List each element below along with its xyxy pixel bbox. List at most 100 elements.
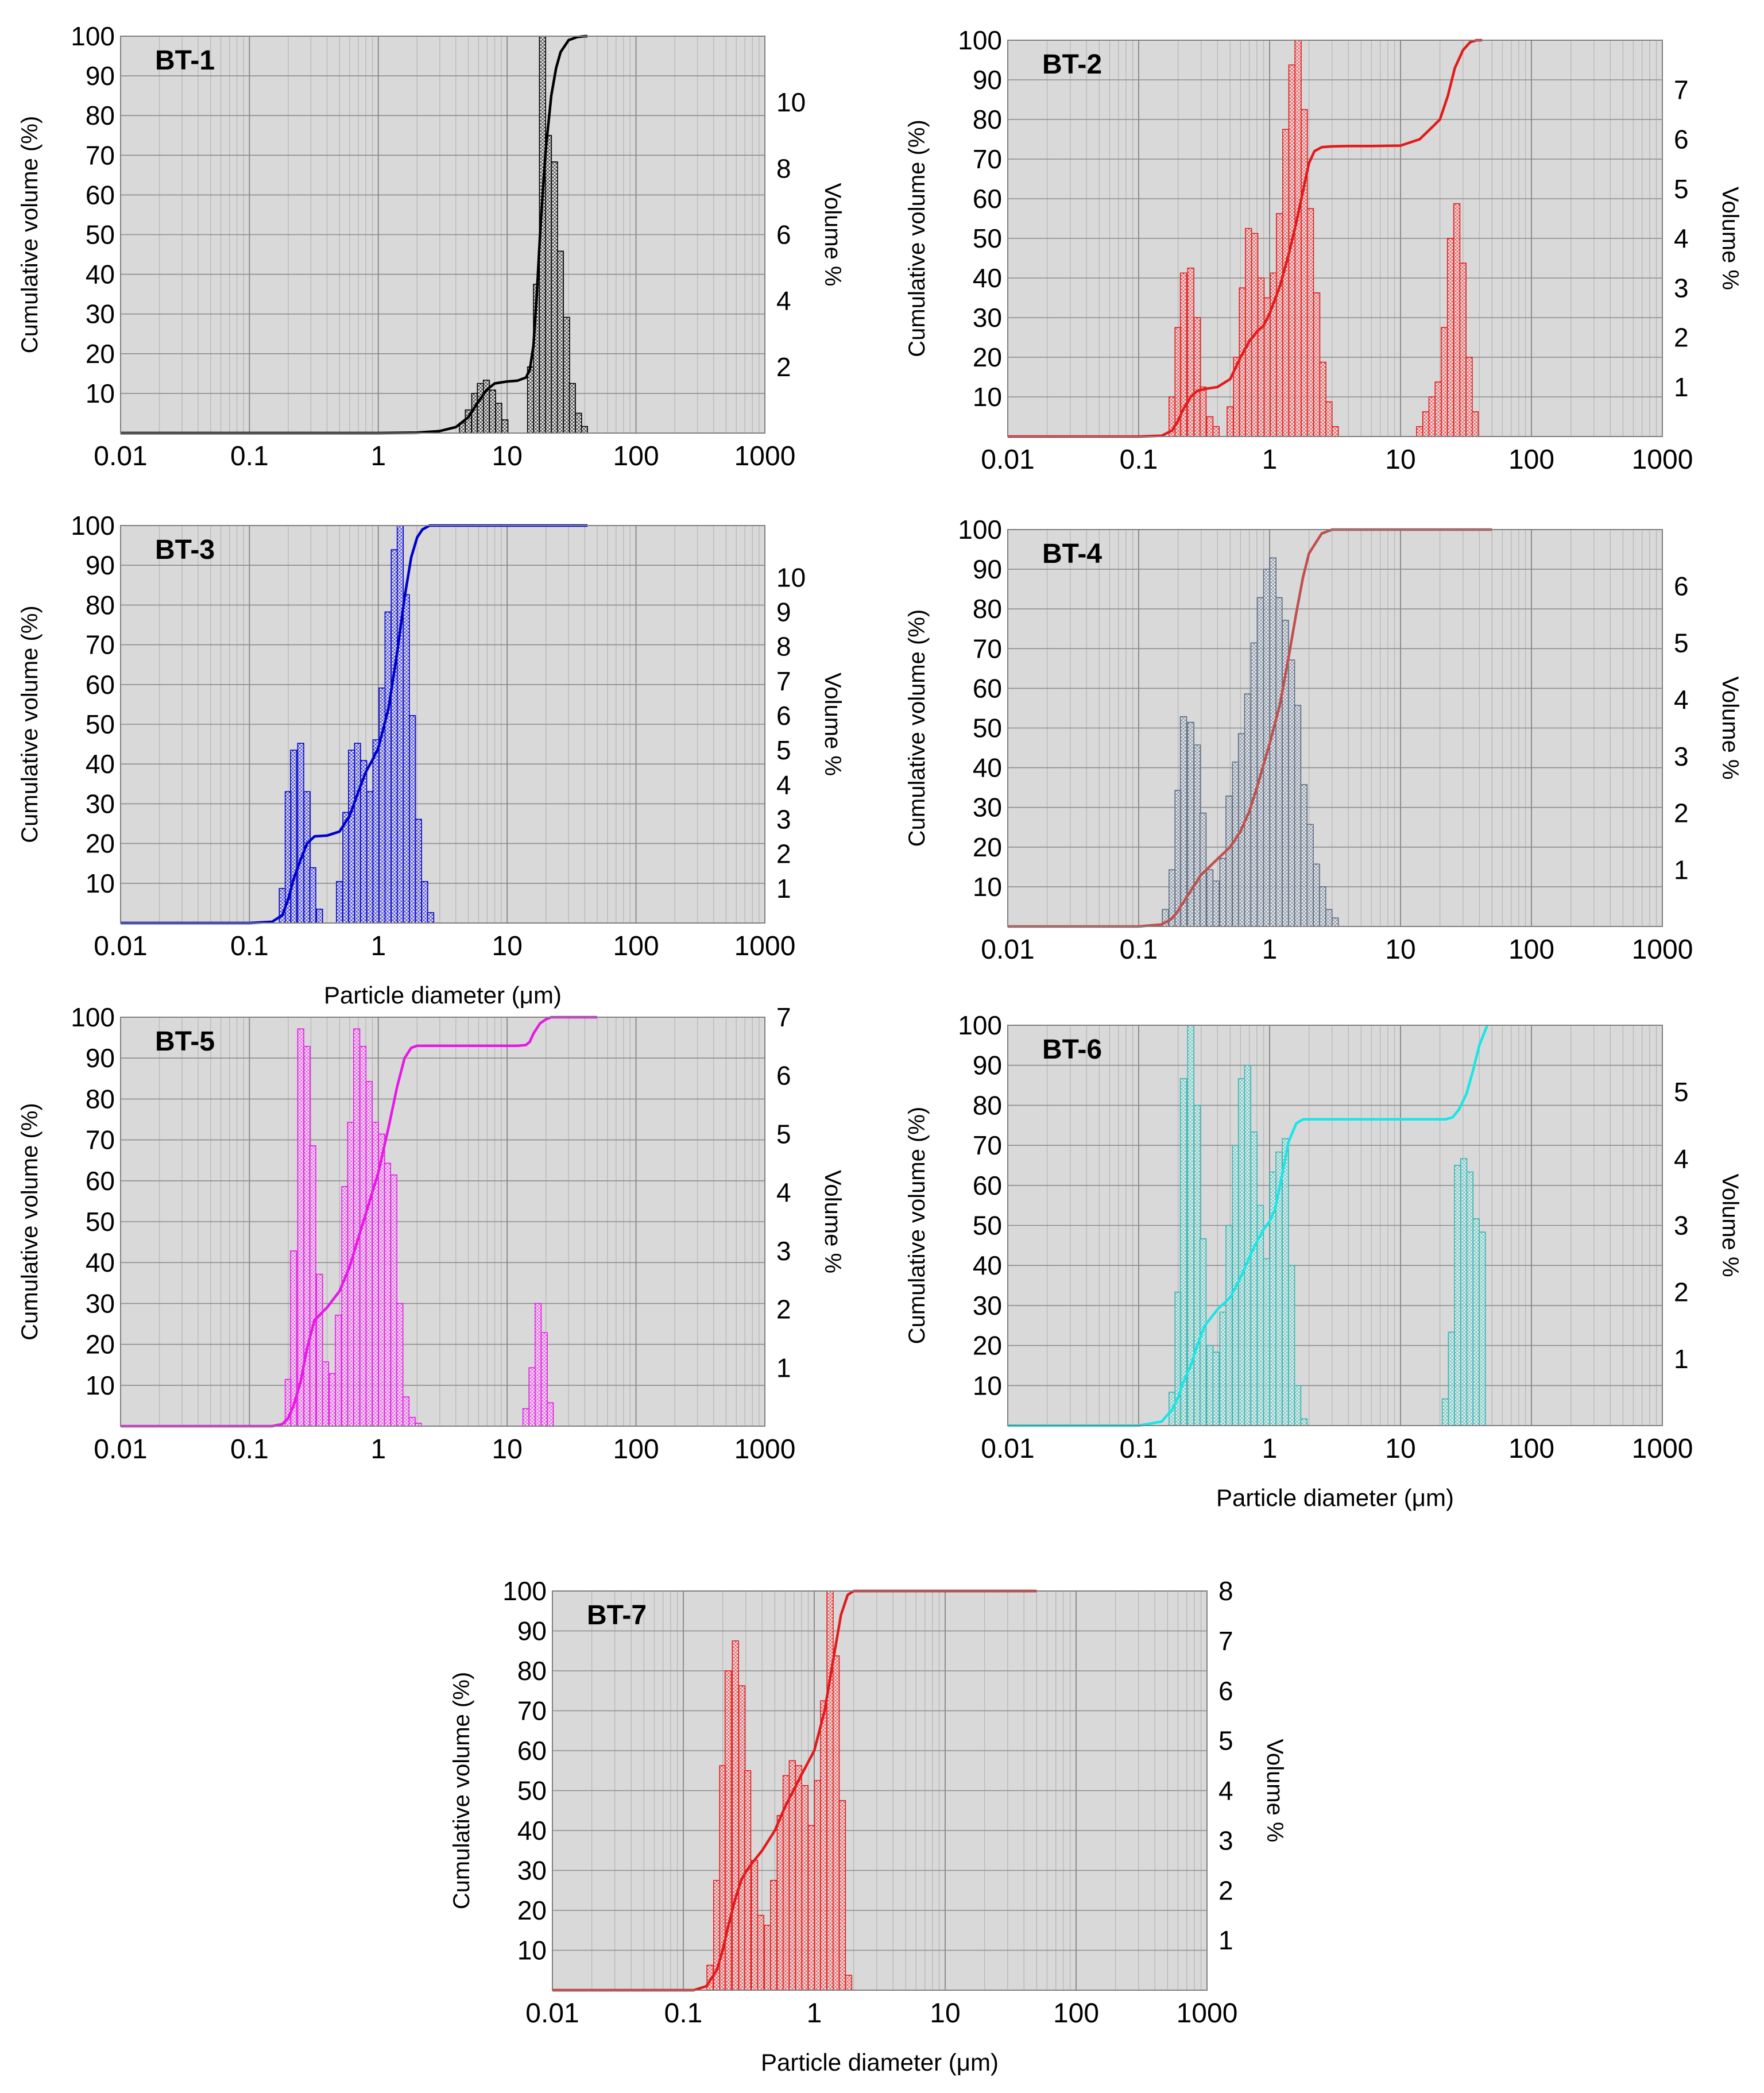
volume-bar [556, 250, 564, 434]
volume-bar [1219, 858, 1227, 927]
right-tick-label: 6 [1674, 125, 1689, 155]
volume-bar [1448, 1331, 1455, 1426]
volume-bar [1294, 1385, 1302, 1426]
volume-bar [1282, 1138, 1289, 1426]
left-tick-label: 60 [86, 1166, 115, 1196]
right-tick-label: 6 [1218, 1676, 1233, 1706]
left-tick-label: 90 [86, 550, 115, 580]
x-tick-label: 1000 [734, 1434, 796, 1465]
volume-bar [528, 1367, 536, 1427]
left-tick-label: 10 [973, 1370, 1002, 1400]
volume-bar [342, 812, 350, 924]
volume-bar [807, 1825, 815, 1991]
left-tick-label: 100 [958, 1010, 1002, 1040]
volume-bar [403, 594, 410, 924]
volume-bar [1206, 416, 1214, 437]
volume-bar [1465, 357, 1473, 437]
right-axis-title: Volume % [1717, 1173, 1743, 1277]
panel-title: BT-2 [1042, 49, 1102, 80]
left-tick-label: 40 [86, 1248, 115, 1277]
volume-bar [1250, 1132, 1258, 1426]
volume-bar [1460, 1158, 1468, 1426]
volume-bar [563, 316, 570, 434]
left-tick-label: 90 [517, 1616, 547, 1646]
right-tick-label: 8 [776, 153, 791, 183]
right-tick-label: 4 [1674, 223, 1689, 253]
volume-bar [384, 1163, 392, 1427]
left-tick-label: 60 [973, 673, 1002, 703]
volume-bar [1187, 267, 1194, 437]
x-tick-label: 10 [492, 441, 523, 472]
plot-frame [120, 1017, 765, 1427]
left-tick-label: 70 [517, 1696, 547, 1726]
panel-title: BT-4 [1042, 539, 1102, 569]
x-tick-label: 1 [1262, 1434, 1278, 1464]
volume-bar [544, 134, 552, 434]
panel-title: BT-5 [155, 1026, 215, 1057]
volume-bar [348, 750, 355, 924]
left-tick-label: 60 [86, 180, 115, 210]
left-tick-label: 100 [71, 511, 115, 540]
volume-bar [1446, 238, 1454, 437]
left-tick-label: 80 [86, 1084, 115, 1114]
left-tick-label: 90 [86, 61, 115, 91]
x-tick-label: 100 [1508, 445, 1554, 475]
volume-bar [1319, 886, 1326, 927]
right-tick-label: 4 [1674, 685, 1689, 715]
volume-bar [547, 1402, 554, 1427]
right-tick-label: 4 [1218, 1776, 1233, 1806]
left-tick-label: 70 [86, 140, 115, 170]
volume-bar [309, 1145, 316, 1427]
x-tick-label: 10 [1385, 445, 1415, 475]
volume-bar [1199, 386, 1207, 437]
volume-bar [1250, 642, 1258, 927]
volume-bar [396, 1303, 404, 1427]
left-tick-label: 60 [973, 184, 1002, 214]
right-tick-label: 2 [776, 1295, 791, 1324]
volume-bar [801, 1785, 809, 1991]
plot-frame [120, 525, 765, 924]
volume-bar [522, 1408, 530, 1427]
volume-bar [535, 1303, 542, 1427]
volume-bar [1319, 361, 1326, 437]
volume-bar [402, 1396, 410, 1427]
x-tick-label: 1 [807, 1998, 822, 2029]
left-tick-label: 70 [973, 144, 1002, 174]
volume-bar [1275, 597, 1283, 927]
volume-bar [335, 1314, 342, 1427]
volume-bar [845, 1975, 853, 1991]
x-tick-label: 1000 [734, 441, 796, 472]
right-tick-label: 4 [1674, 1144, 1689, 1173]
left-tick-label: 50 [86, 1207, 115, 1237]
right-tick-label: 3 [1674, 273, 1689, 303]
right-axis-title: Volume % [1717, 676, 1743, 779]
right-axis-title: Volume % [1717, 187, 1743, 290]
volume-bar [341, 1186, 349, 1427]
right-tick-label: 2 [1674, 1277, 1689, 1307]
volume-bar [1282, 129, 1290, 437]
panel-bt-1: BT-1 10 20 30 40 50 60 70 80 90 100 2 4 6 8 10 0.01 0.1 1 1… [17, 21, 845, 472]
volume-bar [1206, 869, 1214, 927]
volume-bar [489, 389, 496, 434]
volume-bar [1256, 597, 1264, 927]
volume-bar [1332, 917, 1339, 927]
volume-bar [1332, 426, 1339, 437]
left-tick-label: 50 [973, 223, 1002, 253]
x-axis-title: Particle diameter (μm) [761, 2049, 999, 2076]
x-tick-label: 0.01 [981, 445, 1034, 475]
right-tick-label: 5 [776, 735, 791, 765]
volume-bar [1257, 277, 1265, 437]
left-tick-label: 10 [86, 1370, 115, 1400]
right-tick-label: 2 [1218, 1875, 1233, 1905]
left-tick-label: 80 [86, 101, 115, 130]
left-tick-label: 30 [973, 793, 1002, 822]
right-tick-label: 10 [776, 562, 806, 592]
x-tick-label: 0.01 [981, 934, 1034, 965]
volume-bar [365, 1081, 373, 1427]
right-tick-label: 3 [1218, 1825, 1233, 1855]
left-tick-label: 30 [973, 303, 1002, 333]
volume-bar [1453, 203, 1461, 437]
plot-frame [1007, 529, 1663, 927]
left-tick-label: 50 [86, 220, 115, 250]
volume-bar [359, 1046, 367, 1427]
